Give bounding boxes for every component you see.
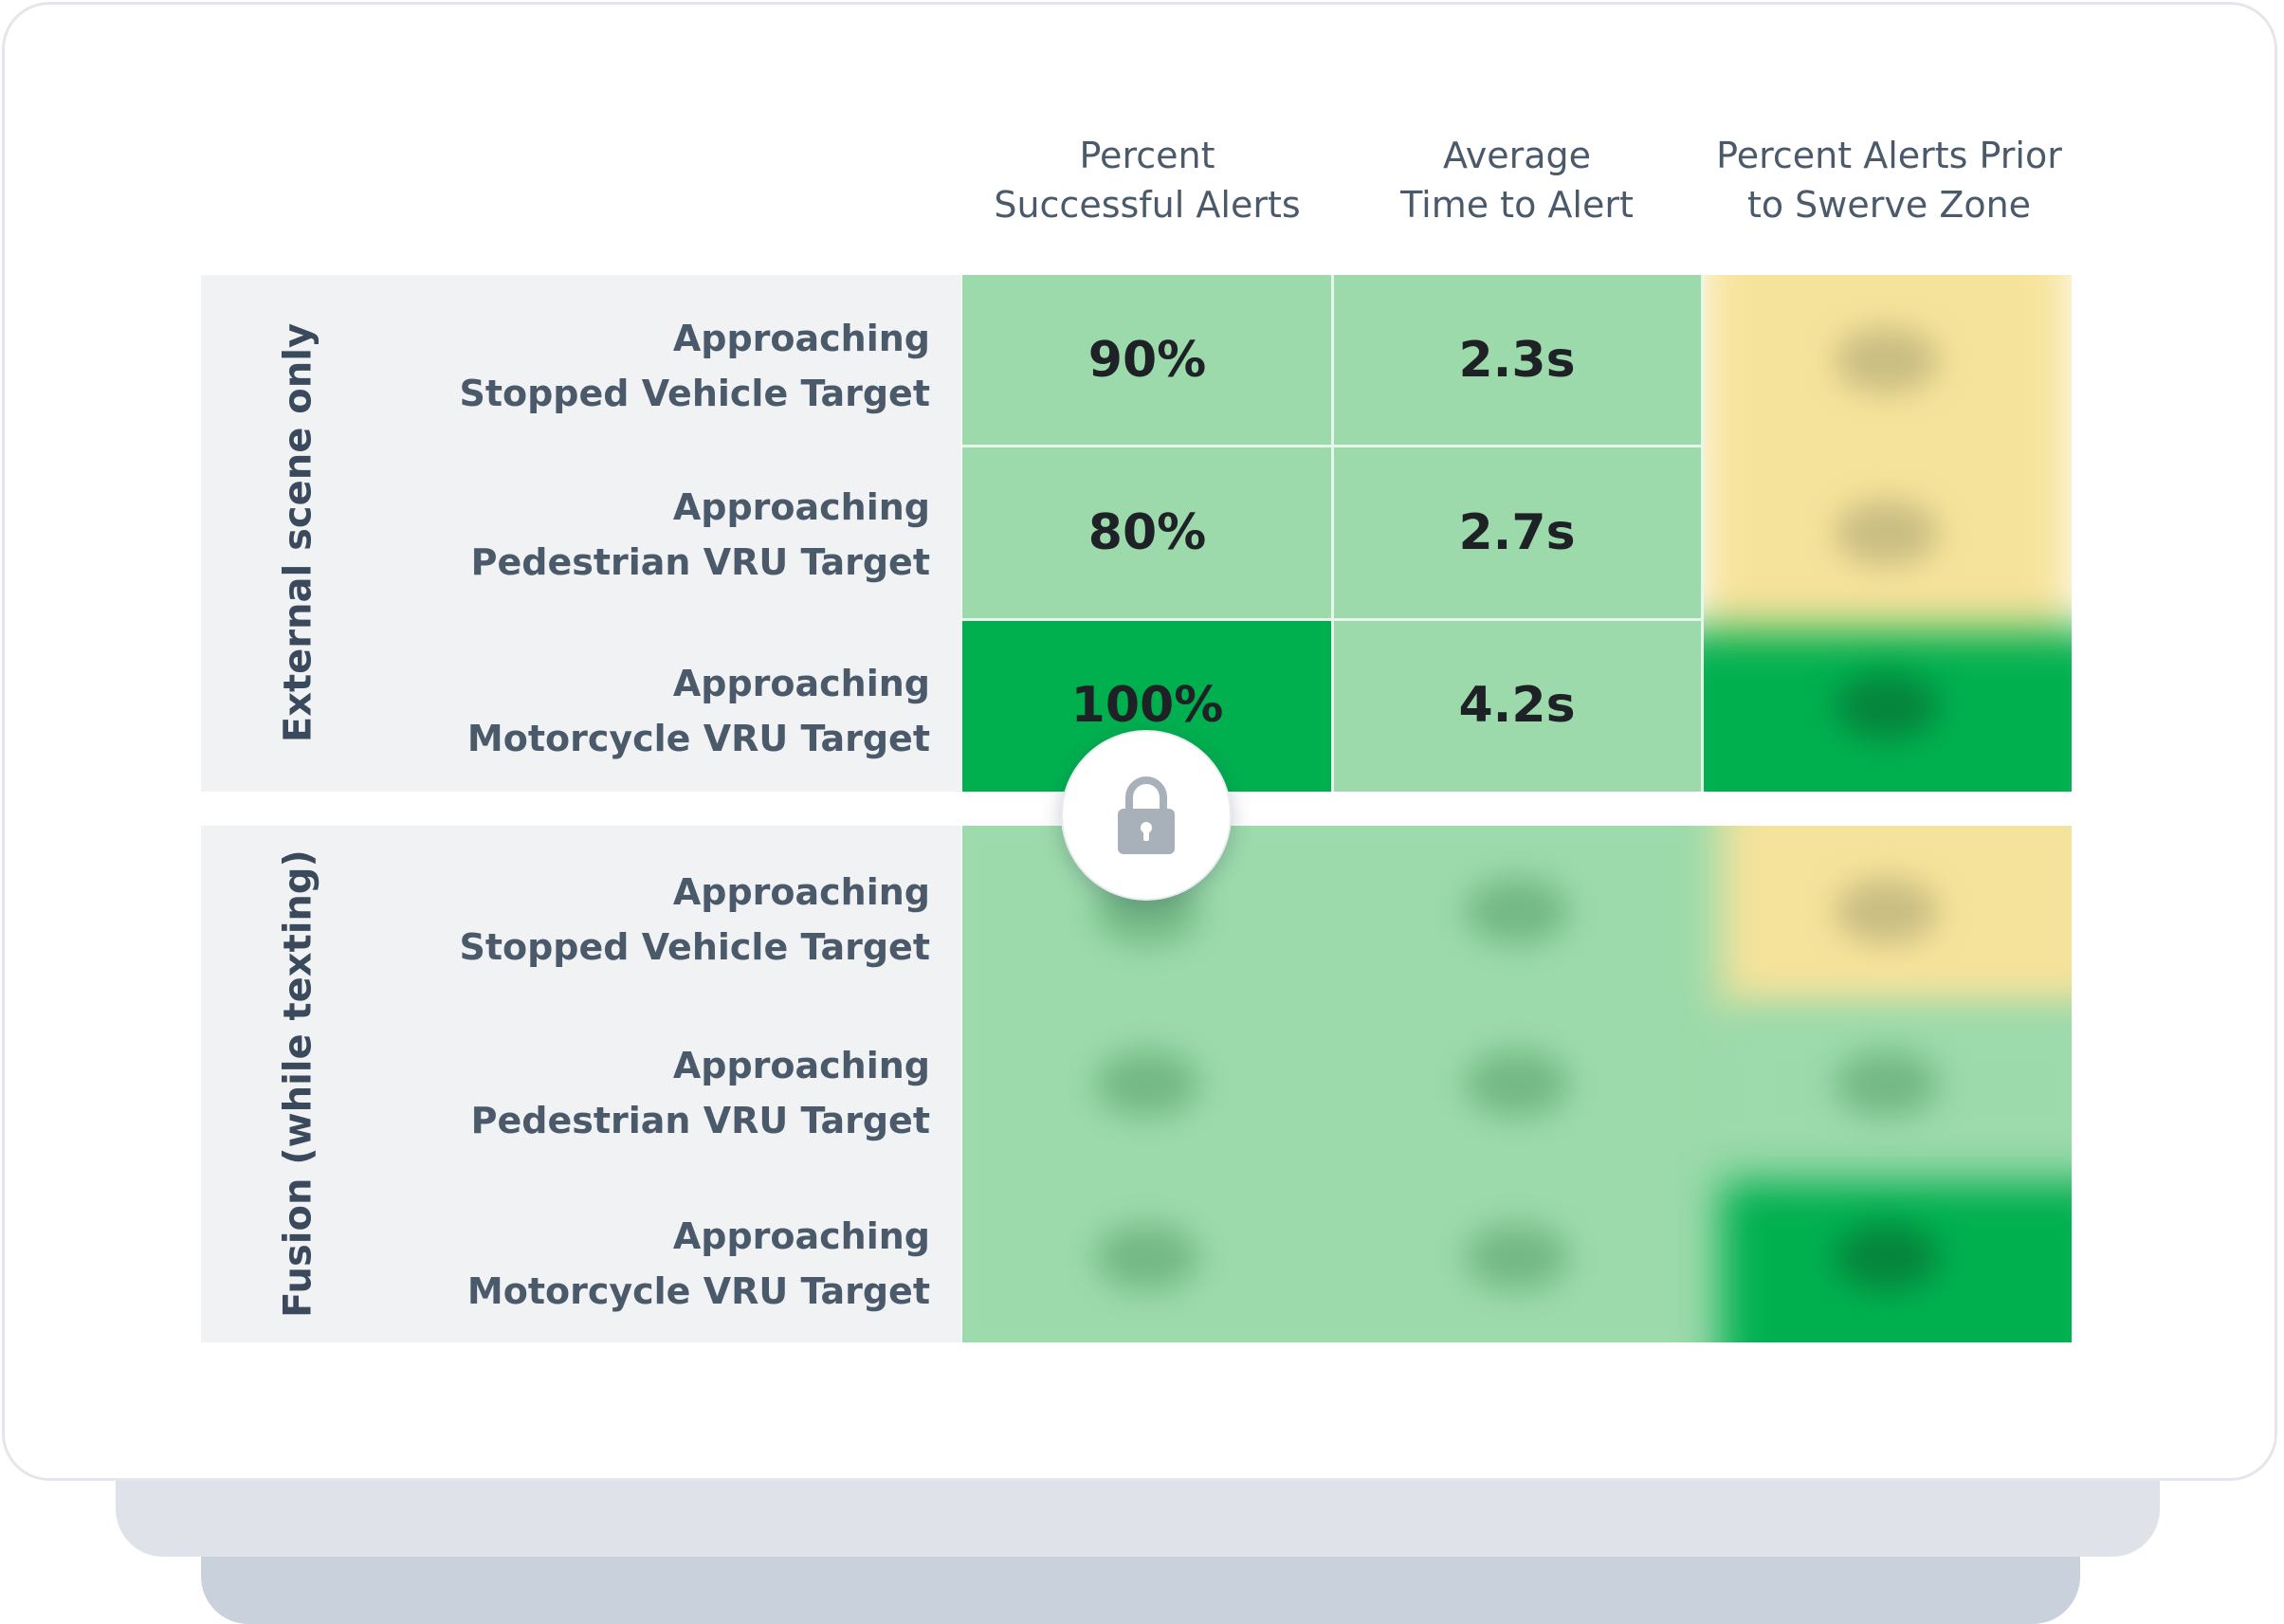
blurred-value — [1465, 878, 1569, 944]
column-header-line: to Swerve Zone — [1746, 184, 2032, 226]
row-label-line: Approaching — [672, 486, 930, 528]
row-label: Approaching Pedestrian VRU Target — [361, 1038, 930, 1148]
cell-g1-r3-time-to-alert: 4.2s — [1332, 619, 1702, 792]
row-label: Approaching Stopped Vehicle Target — [361, 311, 930, 421]
row-label: Approaching Motorcycle VRU Target — [361, 656, 930, 766]
grid-line — [962, 445, 1702, 447]
cell-g1-r1-successful-alerts: 90% — [962, 275, 1332, 446]
column-header-line: Time to Alert — [1400, 184, 1634, 226]
locked-column-group1 — [1702, 275, 2072, 792]
column-header-line: Successful Alerts — [994, 184, 1301, 226]
blurred-value — [1095, 1050, 1199, 1117]
blurred-value — [1835, 673, 1939, 739]
cell-g2-light — [962, 826, 1740, 1342]
blurred-value — [1465, 1224, 1569, 1290]
group-label-fusion: Fusion (while texting) — [276, 849, 320, 1318]
lock-button[interactable] — [1061, 730, 1232, 901]
column-header-line: Percent — [1079, 135, 1215, 176]
row-label-line: Approaching — [672, 1045, 930, 1086]
row-label: Approaching Stopped Vehicle Target — [361, 865, 930, 975]
cell-g1-r1-time-to-alert: 2.3s — [1332, 275, 1702, 446]
column-header-line: Average — [1442, 135, 1592, 176]
group-panel-fusion — [201, 826, 961, 1342]
column-header-percent-alerts-prior-to-swerve-zone: Percent Alerts Prior to Swerve Zone — [1702, 123, 2076, 237]
row-label-line: Approaching — [672, 871, 930, 913]
row-label-line: Motorcycle VRU Target — [466, 1270, 930, 1312]
blurred-value — [1835, 878, 1939, 944]
column-header-average-time-to-alert: Average Time to Alert — [1332, 123, 1702, 237]
cell-g1-r2-successful-alerts: 80% — [962, 446, 1332, 619]
blurred-value — [1835, 500, 1939, 566]
cell-g1-r2-time-to-alert: 2.7s — [1332, 446, 1702, 619]
blurred-value — [1835, 327, 1939, 393]
group-panel-external-scene — [201, 275, 961, 792]
blurred-value — [1095, 1224, 1199, 1290]
grid-line — [1701, 275, 1704, 792]
row-label-line: Pedestrian VRU Target — [470, 541, 930, 583]
row-label-line: Motorcycle VRU Target — [466, 718, 930, 759]
blurred-value — [1465, 1050, 1569, 1117]
row-label: Approaching Motorcycle VRU Target — [361, 1209, 930, 1319]
row-label-line: Pedestrian VRU Target — [470, 1100, 930, 1141]
row-label-line: Stopped Vehicle Target — [459, 926, 930, 968]
row-label-line: Approaching — [672, 1215, 930, 1257]
blurred-value — [1835, 1050, 1939, 1117]
blurred-value — [1835, 1224, 1939, 1290]
group-label-external-scene: External scene only — [276, 322, 320, 743]
grid-line — [1331, 275, 1334, 792]
row-label: Approaching Pedestrian VRU Target — [361, 480, 930, 590]
column-header-line: Percent Alerts Prior — [1716, 135, 2062, 176]
lock-icon — [1118, 776, 1175, 854]
column-header-percent-successful-alerts: Percent Successful Alerts — [962, 123, 1332, 237]
row-label-line: Stopped Vehicle Target — [459, 373, 930, 414]
row-label-line: Approaching — [672, 318, 930, 359]
grid-line — [962, 618, 1702, 621]
row-label-line: Approaching — [672, 663, 930, 704]
locked-region-group2 — [962, 826, 2072, 1342]
